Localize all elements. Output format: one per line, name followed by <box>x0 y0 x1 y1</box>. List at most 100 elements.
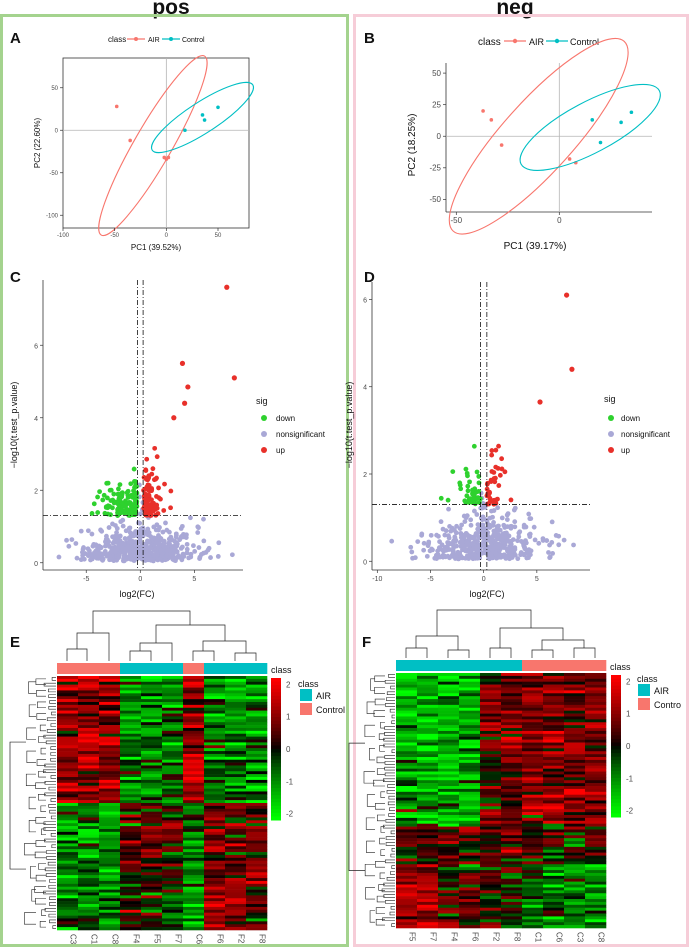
color-scale-step <box>271 798 281 803</box>
heatmap-cell <box>120 909 142 913</box>
heatmap-cell <box>438 722 460 726</box>
heatmap-cell <box>78 878 100 882</box>
point-nonsignificant <box>169 554 174 560</box>
heatmap-cell <box>480 846 502 851</box>
pca-xlabel: PC1 (39.52%) <box>131 243 182 252</box>
point-nonsignificant <box>468 522 474 528</box>
dendrogram-branch <box>389 807 395 811</box>
heatmap-cell <box>438 887 460 891</box>
heatmap-cell <box>141 730 163 735</box>
heatmap-cell <box>501 696 523 700</box>
heatmap-cell <box>141 889 163 893</box>
heatmap-cell <box>543 701 565 706</box>
heatmap-cell <box>438 719 460 723</box>
heatmap-cell <box>480 768 502 772</box>
pca-legend-title: class <box>108 35 126 44</box>
heatmap-cell <box>246 693 268 697</box>
heatmap-cell <box>99 713 121 717</box>
heatmap-cell <box>585 861 607 865</box>
dendrogram-branch <box>202 640 247 653</box>
heatmap-cell <box>183 918 205 922</box>
heatmap-cell <box>480 733 502 738</box>
x-tick-label: 0 <box>165 233 169 239</box>
dendrogram-branch <box>50 746 56 750</box>
heatmap-cell <box>225 716 247 720</box>
color-scale-step <box>271 688 281 693</box>
heatmap-cell <box>120 782 142 786</box>
heatmap-cell <box>183 837 205 841</box>
point-nonsignificant <box>447 523 452 529</box>
heatmap-cell <box>543 774 565 778</box>
dendrogram-branch <box>436 609 532 636</box>
heatmap-cell <box>225 791 247 795</box>
dendrogram-branch <box>48 706 56 710</box>
heatmap-cell <box>78 863 100 867</box>
heatmap-cell <box>438 875 460 880</box>
heatmap-cell <box>564 820 586 824</box>
heatmap-cell <box>183 756 205 761</box>
heatmap-cell <box>564 809 586 813</box>
heatmap-cell <box>438 788 460 793</box>
heatmap-cell <box>396 916 418 920</box>
color-scale-step <box>271 791 281 796</box>
point-nonsignificant <box>174 555 180 561</box>
point-nonsignificant <box>110 521 115 527</box>
heatmap-cell <box>141 872 163 876</box>
heatmap-cell <box>183 681 205 685</box>
heatmap-cell <box>396 823 418 827</box>
heatmap-cell <box>120 901 142 905</box>
class-cell-air <box>501 660 523 671</box>
heatmap-cell <box>246 791 268 795</box>
heatmap-cell <box>183 774 205 778</box>
heatmap-cell <box>396 843 418 848</box>
column-label: F7 <box>429 932 438 942</box>
dendrogram-branch <box>51 711 56 716</box>
heatmap-cell <box>396 872 418 877</box>
heatmap-cell <box>183 788 205 792</box>
heatmap-cell <box>522 681 544 685</box>
point-nonsignificant <box>452 527 457 533</box>
dendrogram-branch <box>363 771 375 784</box>
heatmap-cell <box>78 820 100 824</box>
heatmap-cell <box>480 872 502 877</box>
point-nonsignificant <box>64 537 69 543</box>
heatmap-cell <box>585 887 607 891</box>
heatmap-cell <box>225 901 247 905</box>
point-nonsignificant <box>114 545 120 551</box>
heatmap-cell <box>162 872 184 876</box>
heatmap-cell <box>459 916 481 920</box>
heatmap-cell <box>162 759 184 763</box>
heatmap-cell <box>564 777 586 781</box>
heatmap-cell <box>57 765 79 769</box>
heatmap-cell <box>438 820 460 824</box>
heatmap-cell <box>225 906 247 911</box>
heatmap-cell <box>522 794 544 798</box>
heatmap-cell <box>459 855 481 859</box>
heatmap-cell <box>396 901 418 906</box>
heatmap-cell <box>162 681 184 685</box>
heatmap-cell <box>120 886 142 890</box>
heatmap-cell <box>459 832 481 836</box>
point-nonsignificant <box>128 534 134 539</box>
heatmap-cell <box>585 872 607 877</box>
heatmap-cell <box>162 840 184 844</box>
heatmap-cell <box>162 878 184 882</box>
point-up <box>496 483 502 488</box>
heatmap-cell <box>459 768 481 772</box>
heatmap-cell <box>225 831 247 836</box>
heatmap-cell <box>543 713 565 717</box>
heatmap-cell <box>564 707 586 711</box>
heatmap-cell <box>585 901 607 906</box>
heatmap-cell <box>459 925 481 929</box>
heatmap-cell <box>204 704 226 709</box>
dendrogram-branch <box>377 814 385 822</box>
heatmap-cell <box>246 701 268 706</box>
color-scale: 210-1-2 <box>271 678 294 821</box>
heatmap-cell <box>501 823 523 827</box>
point-down <box>123 503 128 509</box>
heatmap-cell <box>501 852 523 856</box>
color-scale-step <box>611 710 621 715</box>
dendrogram-branch <box>28 796 36 810</box>
heatmap-cell <box>543 861 565 865</box>
heatmap-cell <box>120 736 142 740</box>
